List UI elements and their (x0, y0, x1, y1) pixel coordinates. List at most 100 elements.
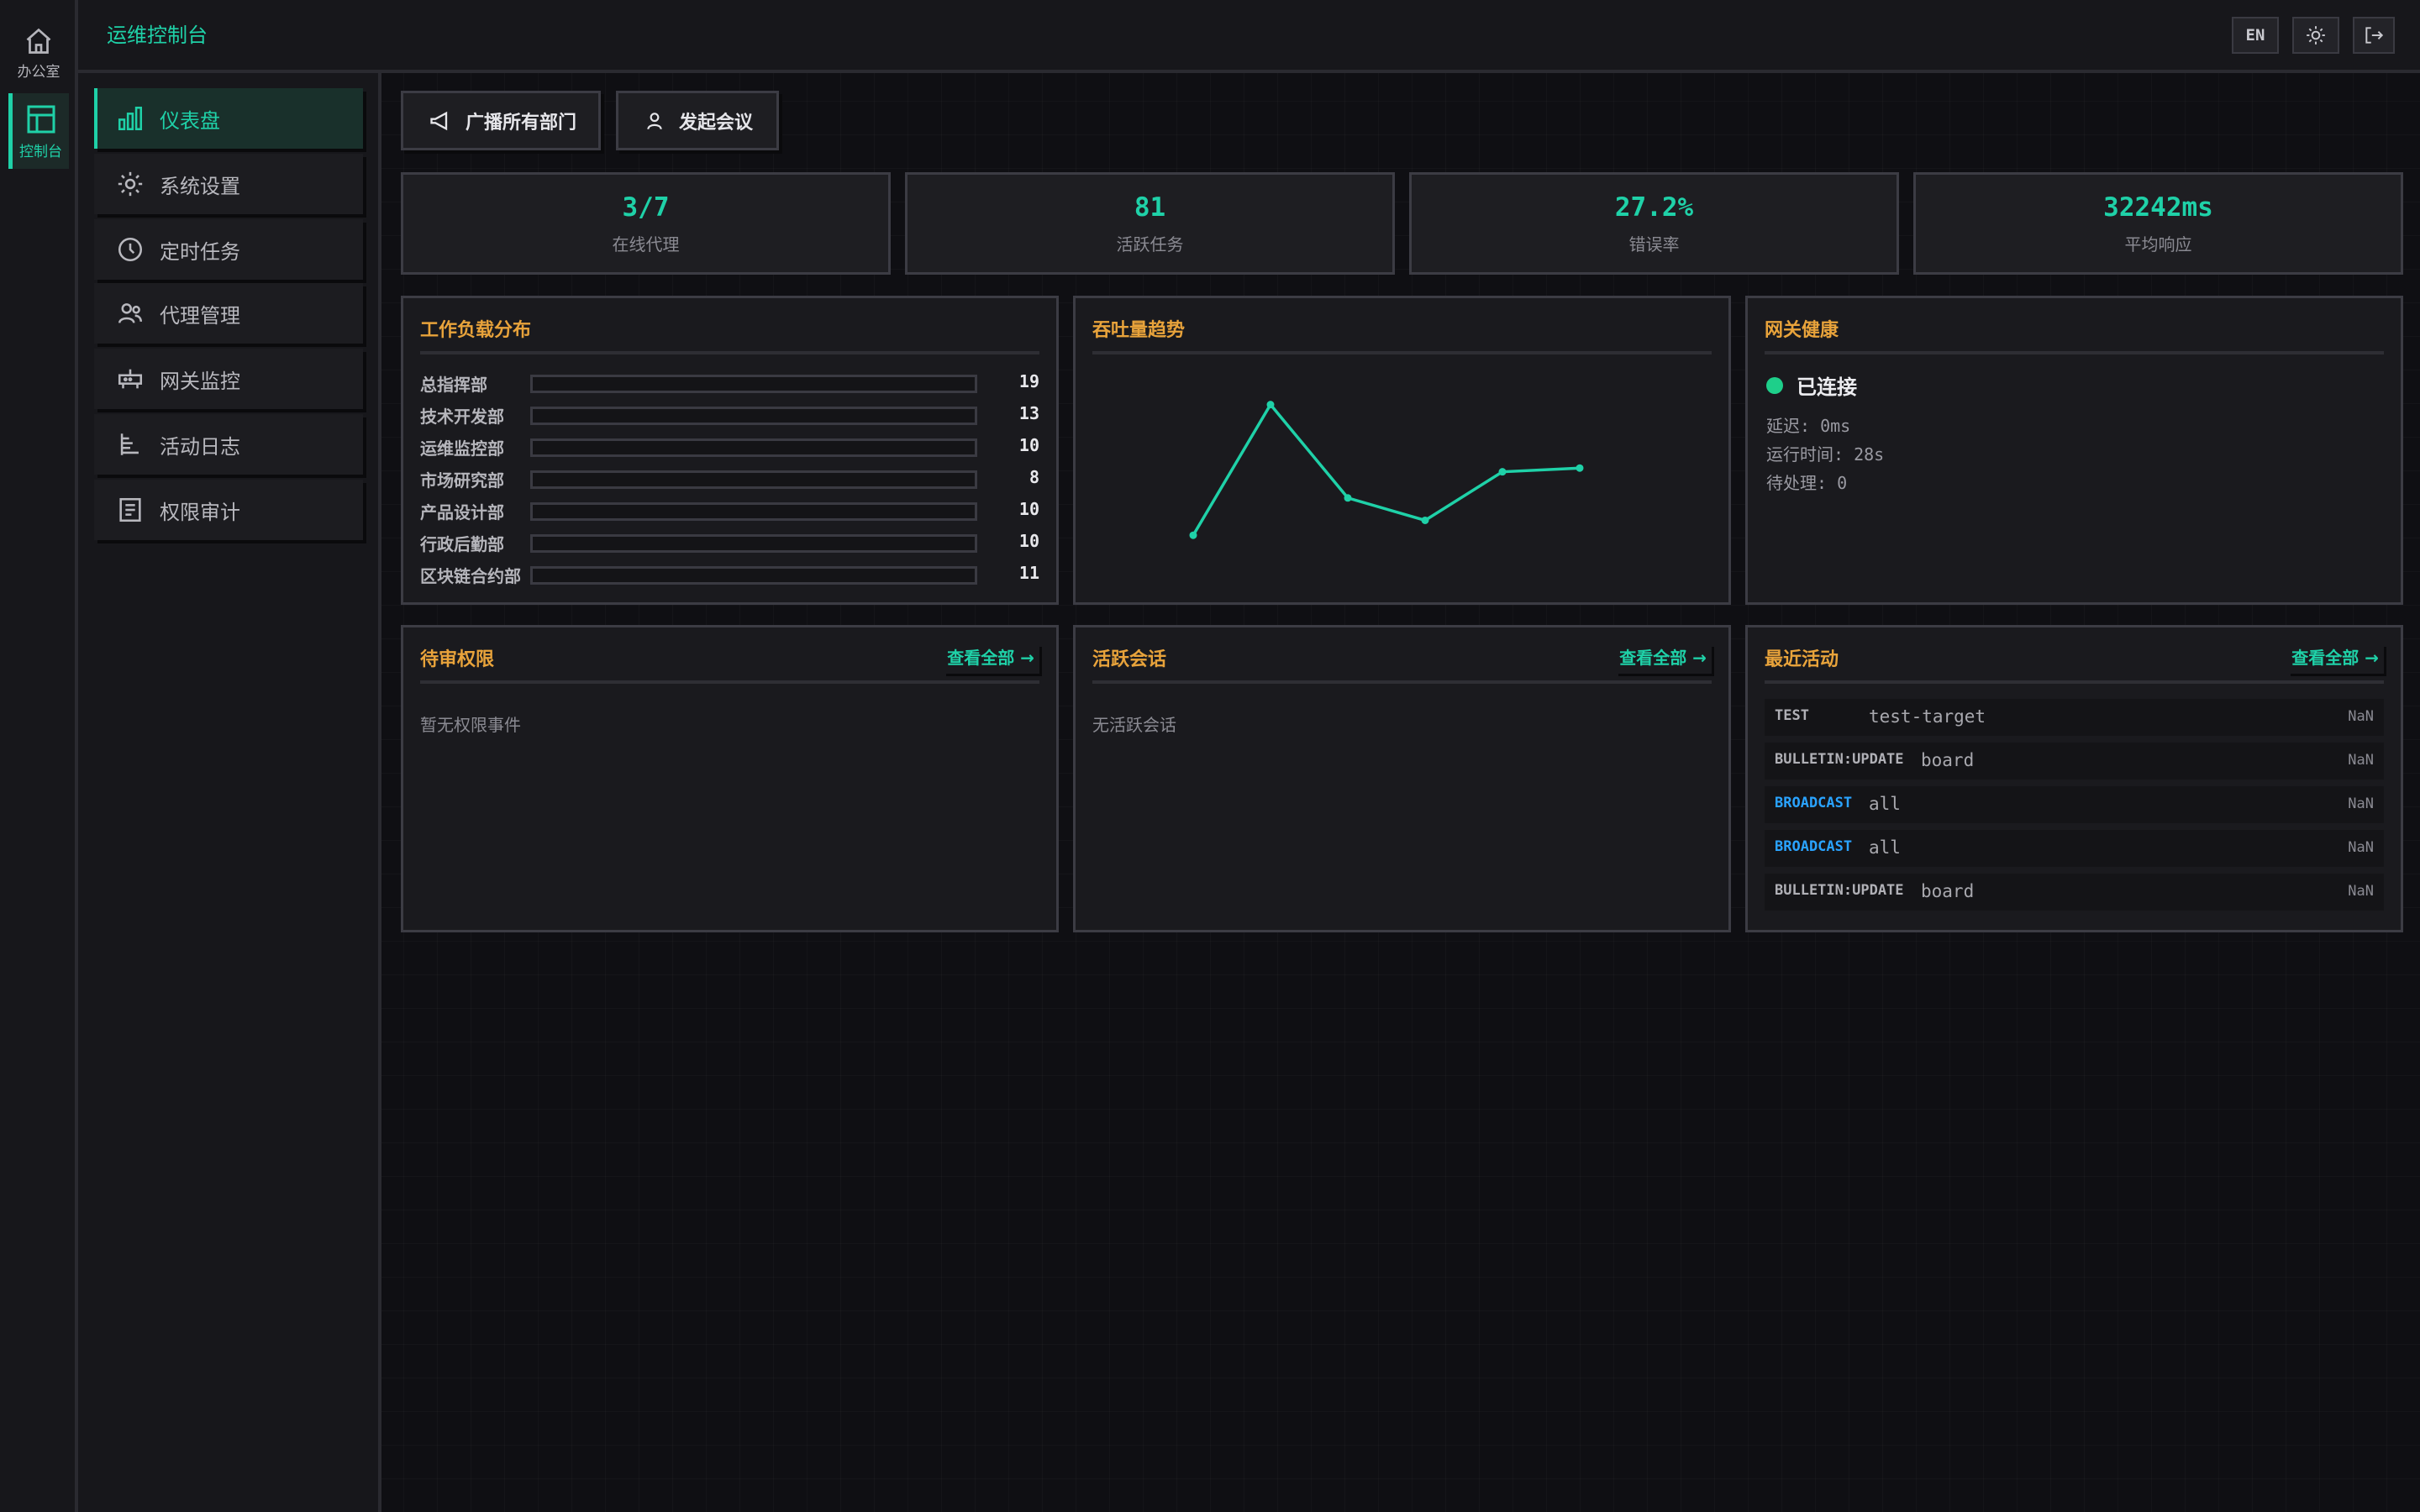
panel-title: 最近活动 (1765, 649, 1839, 670)
view-all-link[interactable]: 查看全部 → (944, 644, 1039, 674)
department-name: 行政后勤部 (420, 534, 504, 554)
bar-chart-icon (118, 106, 143, 131)
theme-toggle-button[interactable] (2292, 17, 2339, 54)
activity-row[interactable]: BROADCAST all NaN (1765, 830, 2384, 867)
sidebar-item-label: 系统设置 (160, 174, 240, 198)
top-bar: 运维控制台 EN (78, 0, 2420, 73)
view-all-link[interactable]: 查看全部 → (2288, 644, 2384, 674)
active-sessions-panel: 活跃会话 查看全部 → 无活跃会话 (1073, 625, 1731, 932)
clock-icon (118, 237, 143, 262)
activity-row[interactable]: TEST test-target NaN (1765, 699, 2384, 736)
stat-value: 81 (1134, 192, 1166, 223)
data-point (1498, 468, 1507, 476)
sidebar-item-label: 代理管理 (160, 303, 240, 328)
workload-value: 10 (1018, 499, 1039, 519)
rail-item-console[interactable]: 控制台 (8, 93, 69, 169)
workload-row: 市场研究部 8 (420, 465, 1039, 491)
activity-target: board (1921, 750, 1975, 770)
log-icon (120, 433, 139, 455)
department-name: 产品设计部 (420, 502, 504, 522)
data-point (1344, 494, 1352, 502)
gateway-status: 已连接 (1766, 370, 1857, 400)
activity-type: BROADCAST (1775, 838, 1853, 855)
sidebar-item-gateway-monitor[interactable]: 网关监控 (94, 349, 363, 409)
workload-value: 10 (1018, 435, 1039, 455)
activity-row[interactable]: BULLETIN:UPDATE board NaN (1765, 874, 2384, 911)
sidebar-item-agents[interactable]: 代理管理 (94, 283, 363, 344)
users-icon (118, 303, 143, 323)
divider (420, 351, 1039, 354)
panel-title: 活跃会话 (1092, 649, 1167, 670)
activity-row[interactable]: BULLETIN:UPDATE board NaN (1765, 743, 2384, 780)
divider (1092, 351, 1712, 354)
throughput-panel: 吞吐量趋势 (1073, 296, 1731, 605)
activity-time: NaN (2348, 795, 2374, 812)
activity-target: board (1921, 881, 1975, 901)
user-icon (647, 112, 662, 129)
workload-value: 8 (1028, 467, 1039, 487)
sidebar-item-label: 仪表盘 (160, 108, 220, 133)
workload-panel: 工作负载分布 总指挥部 19 技术开发部 13 运维监控部 10 市场研究部 8… (401, 296, 1059, 605)
department-name: 技术开发部 (420, 407, 504, 427)
activity-type: BULLETIN:UPDATE (1775, 882, 1904, 899)
language-toggle-button[interactable]: EN (2232, 17, 2279, 54)
divider (1765, 351, 2384, 354)
start-meeting-label: 发起会议 (679, 112, 754, 134)
pending-permissions-panel: 待审权限 查看全部 → 暂无权限事件 (401, 625, 1059, 932)
start-meeting-button[interactable]: 发起会议 (616, 91, 779, 150)
activity-time: NaN (2348, 752, 2374, 769)
broadcast-all-button[interactable]: 广播所有部门 (401, 91, 601, 150)
empty-state: 无活跃会话 (1092, 715, 1176, 735)
data-point (1421, 516, 1429, 524)
gateway-uptime: 运行时间: 28s (1766, 444, 1885, 465)
activity-time: NaN (2348, 708, 2374, 725)
divider (1765, 680, 2384, 684)
activity-target: all (1869, 794, 1901, 814)
stat-value: 27.2% (1614, 192, 1694, 223)
gear-icon (118, 171, 143, 197)
workload-bar (530, 502, 977, 521)
app-rail: 办公室 控制台 (0, 0, 78, 1512)
workload-value: 10 (1018, 531, 1039, 551)
stat-label: 在线代理 (612, 234, 680, 255)
panel-title: 网关健康 (1765, 320, 1839, 341)
divider (420, 680, 1039, 684)
activity-time: NaN (2348, 883, 2374, 900)
activity-type: BROADCAST (1775, 795, 1853, 811)
workload-row: 总指挥部 19 (420, 370, 1039, 395)
sidebar-item-permission-audit[interactable]: 权限审计 (94, 480, 363, 540)
divider (1092, 680, 1712, 684)
view-all-link[interactable]: 查看全部 → (1616, 644, 1712, 674)
audit-icon (119, 497, 141, 522)
sidebar-item-activity-log[interactable]: 活动日志 (94, 414, 363, 475)
broadcast-all-label: 广播所有部门 (466, 112, 577, 134)
panel-title: 待审权限 (420, 649, 495, 670)
department-name: 总指挥部 (420, 375, 487, 395)
sidebar: 仪表盘 系统设置 定时任务 代理管理 网关监控 活动日志 权限审计 (78, 73, 381, 1512)
sun-icon (2307, 26, 2325, 45)
activity-type: TEST (1775, 707, 1809, 724)
rail-item-office[interactable]: 办公室 (8, 15, 69, 91)
workload-row: 运维监控部 10 (420, 433, 1039, 459)
logout-button[interactable] (2353, 17, 2395, 54)
stat-label: 错误率 (1628, 234, 1680, 255)
sidebar-item-label: 网关监控 (160, 369, 240, 393)
activity-row[interactable]: BROADCAST all NaN (1765, 786, 2384, 823)
department-name: 运维监控部 (420, 438, 504, 459)
home-icon (26, 28, 51, 54)
stat-avg-response: 32242ms 平均响应 (1913, 172, 2403, 275)
empty-state: 暂无权限事件 (420, 715, 521, 735)
activity-target: all (1869, 837, 1901, 858)
sidebar-item-settings[interactable]: 系统设置 (94, 154, 363, 214)
workload-row: 技术开发部 13 (420, 402, 1039, 427)
sidebar-item-dashboard[interactable]: 仪表盘 (94, 88, 363, 149)
gateway-health-panel: 网关健康 已连接 延迟: 0ms 运行时间: 28s 待处理: 0 (1745, 296, 2403, 605)
stat-online-agents: 3/7 在线代理 (401, 172, 891, 275)
sidebar-item-scheduled-tasks[interactable]: 定时任务 (94, 219, 363, 280)
stat-error-rate: 27.2% 错误率 (1409, 172, 1899, 275)
workload-row: 行政后勤部 10 (420, 529, 1039, 554)
workload-bar (530, 438, 977, 457)
panel-title: 吞吐量趋势 (1092, 320, 1186, 341)
stat-value: 32242ms (2103, 192, 2213, 223)
workload-value: 13 (1018, 403, 1039, 423)
